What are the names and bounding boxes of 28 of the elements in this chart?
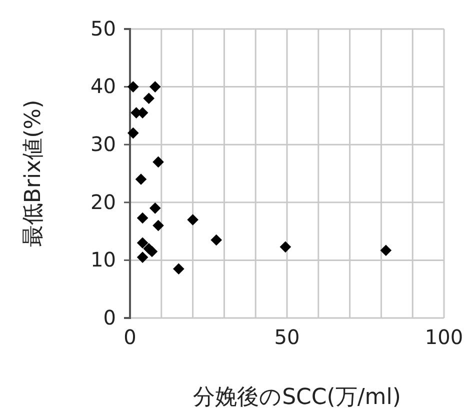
y-tick-label: 0 [103,305,116,330]
x-tick-label: 100 [424,325,464,350]
point [149,81,161,92]
y-axis-title: 最低Brix値(%) [21,100,46,248]
point [127,127,139,139]
point [143,92,154,104]
point [152,156,164,168]
point [280,241,292,253]
x-tick-label: 50 [274,325,300,350]
y-tick-label: 10 [90,248,116,272]
point [135,174,147,185]
point [136,212,148,224]
y-tick-label: 20 [90,190,116,214]
y-tick-label: 30 [90,132,116,156]
point [136,237,148,249]
point [380,244,392,256]
x-tick-label: 0 [124,325,136,350]
x-axis-title: 分娩後のSCC(万/ml) [193,385,401,410]
point [127,81,139,92]
point [187,214,198,226]
point [152,220,164,232]
y-tick-label: 50 [90,16,116,40]
point [136,252,148,263]
point [210,234,222,246]
y-tick-label: 40 [90,74,116,98]
point [146,246,158,258]
point [173,263,184,275]
point [149,202,161,214]
